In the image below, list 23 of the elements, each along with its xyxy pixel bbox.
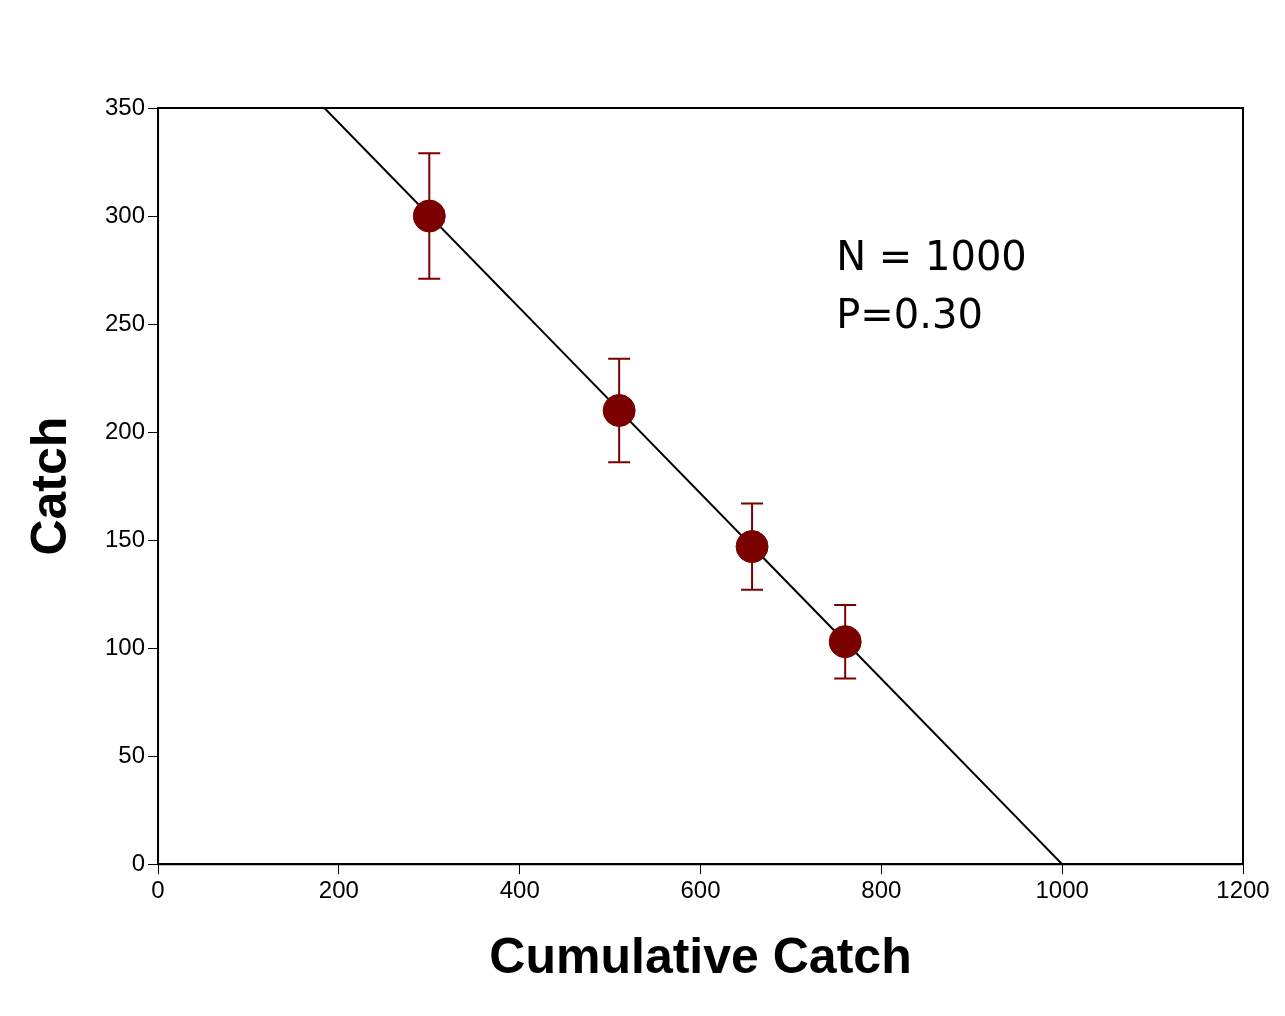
x-tick-label: 200 (318, 876, 359, 904)
x-tick-label: 1200 (1216, 876, 1270, 904)
point (828, 625, 862, 659)
x-tick-label: 800 (861, 876, 902, 904)
x-tick-label: 400 (499, 876, 540, 904)
point (602, 393, 636, 427)
y-tick-label: 300 (105, 200, 146, 228)
y-axis-title: Catch (20, 416, 77, 556)
x-tick-label: 0 (151, 876, 165, 904)
annotation: N = 1000 (836, 233, 1027, 280)
x-tick-label: 600 (680, 876, 721, 904)
annotation: P=0.30 (836, 291, 983, 338)
y-tick-label: 350 (105, 92, 146, 120)
y-tick-label: 100 (105, 632, 146, 660)
y-tick-label: 250 (105, 308, 146, 336)
y-tick-label: 200 (105, 416, 146, 444)
x-tick-label: 1000 (1035, 876, 1089, 904)
y-tick-label: 0 (131, 848, 146, 876)
y-tick-label: 50 (118, 740, 146, 768)
point (735, 530, 769, 564)
point (412, 199, 446, 233)
y-tick-label: 150 (105, 524, 146, 552)
x-axis-title: Cumulative Catch (489, 927, 912, 984)
